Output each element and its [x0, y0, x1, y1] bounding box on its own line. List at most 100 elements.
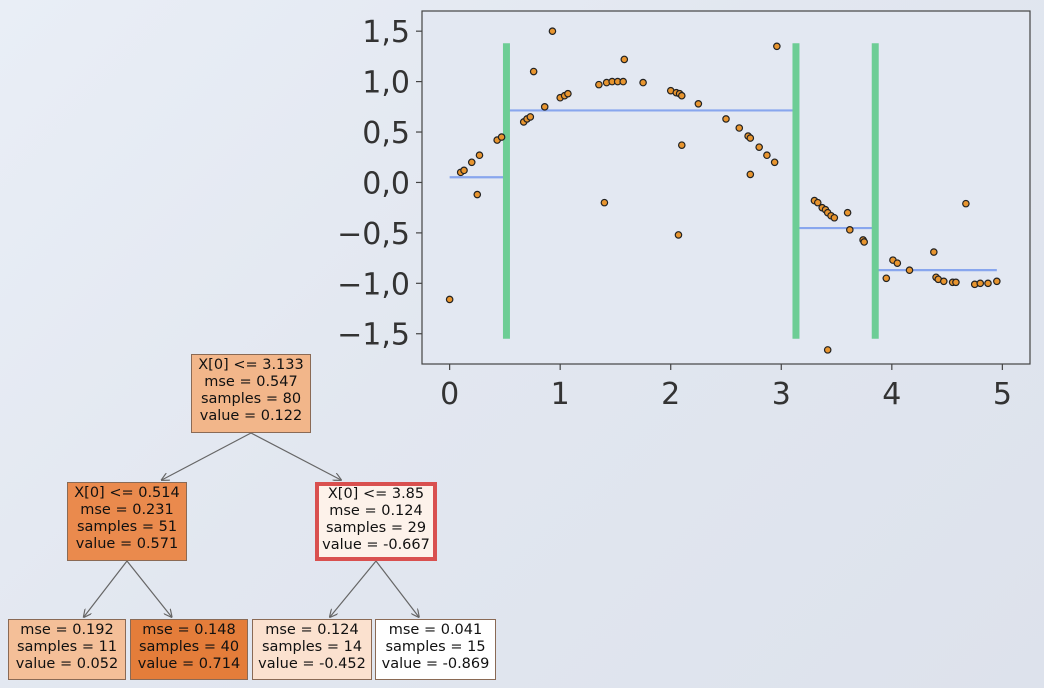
x-tick-label: 3 — [772, 377, 791, 412]
data-point — [497, 133, 506, 141]
data-point — [813, 198, 822, 207]
data-point — [905, 266, 914, 275]
data-point — [823, 346, 832, 354]
data-point — [830, 213, 839, 222]
data-point — [993, 277, 1001, 286]
data-point — [930, 248, 938, 256]
plot-area-background — [421, 10, 1031, 365]
y-tick-label: −0,5 — [337, 217, 410, 252]
data-point — [893, 259, 902, 267]
data-point — [976, 279, 985, 288]
split-lines — [502, 43, 879, 339]
tree-node-left: X[0] <= 0.514 mse = 0.231 samples = 51 valu… — [67, 482, 187, 561]
tree-node-right: X[0] <= 3.85 mse = 0.124 samples = 29 value… — [315, 482, 437, 561]
tree-node-line: samples = 14 — [261, 639, 363, 655]
tree-node-rl: mse = 0.124 samples = 14 value = -0.452 — [252, 619, 372, 680]
tree-node-line: samples = 80 — [200, 391, 302, 407]
data-point — [746, 134, 755, 142]
tree-edge — [162, 432, 252, 480]
y-axis: 1,5 1,0 0,5 0,0 −0,5 −1,0 −1,5 — [337, 15, 422, 353]
x-tick-label: 1 — [551, 377, 570, 412]
y-tick-label: 0,0 — [362, 166, 410, 201]
tree-node-line: X[0] <= 0.514 — [74, 485, 180, 501]
data-point — [984, 279, 992, 288]
tree-edge — [84, 560, 128, 617]
tree-node-line: X[0] <= 3.133 — [198, 357, 304, 373]
tree-edge — [126, 560, 172, 617]
data-point — [445, 295, 454, 304]
prediction-lines — [449, 109, 997, 272]
data-point — [619, 77, 627, 86]
tree-node-line: samples = 15 — [385, 639, 486, 655]
data-point — [674, 231, 683, 239]
data-point — [735, 124, 744, 132]
data-point — [564, 89, 572, 98]
y-tick-label: −1,0 — [337, 267, 410, 302]
x-axis: 0 1 2 3 4 5 — [440, 364, 1012, 412]
data-point — [846, 226, 854, 234]
y-tick-label: 1,0 — [362, 66, 410, 101]
x-tick-label: 0 — [440, 377, 459, 412]
data-points — [445, 27, 1001, 354]
tree-node-line: samples = 51 — [76, 519, 178, 535]
tree-node-line: value = 0.052 — [15, 656, 119, 672]
tree-node-rr: mse = 0.041 samples = 15 value = -0.869 — [375, 619, 496, 680]
data-point — [746, 170, 755, 179]
tree-node-ll: mse = 0.192 samples = 11 value = 0.052 — [8, 619, 126, 680]
tree-node-line: value = 0.714 — [137, 656, 241, 672]
data-point — [882, 274, 891, 283]
tree-node-root: X[0] <= 3.133 mse = 0.547 samples = 80 valu… — [191, 354, 311, 433]
x-tick-label: 5 — [993, 377, 1012, 412]
data-point — [773, 42, 781, 51]
data-point — [962, 199, 970, 208]
y-tick-label: 0,5 — [362, 116, 410, 151]
data-point — [843, 208, 852, 217]
tree-node-line: value = 0.122 — [199, 408, 303, 424]
data-point — [677, 91, 686, 100]
tree-node-line: samples = 29 — [325, 520, 427, 536]
data-point — [540, 103, 549, 111]
tree-node-line: mse = 0.124 — [329, 503, 423, 519]
data-point — [677, 141, 686, 149]
x-tick-label: 4 — [882, 377, 901, 412]
y-tick-label: −1,5 — [337, 318, 410, 353]
data-point — [860, 238, 868, 246]
data-point — [595, 80, 603, 89]
data-point — [600, 198, 609, 207]
tree-node-line: samples = 11 — [16, 639, 118, 655]
tree-edge — [330, 560, 377, 617]
tree-node-line: X[0] <= 3.85 — [327, 486, 425, 502]
tree-node-line: value = -0.667 — [322, 537, 430, 553]
tree-node-line: value = 0.571 — [75, 536, 179, 552]
data-point — [473, 190, 482, 199]
data-point — [939, 277, 948, 286]
tree-node-line: mse = 0.547 — [204, 374, 298, 390]
data-point — [620, 55, 629, 64]
tree-node-lr: mse = 0.148 samples = 40 value = 0.714 — [130, 619, 248, 680]
tree-node-line: mse = 0.124 — [265, 622, 359, 638]
tree-node-line: mse = 0.231 — [80, 502, 174, 518]
data-point — [475, 151, 484, 160]
data-point — [467, 158, 476, 167]
tree-node-line: mse = 0.041 — [388, 622, 483, 638]
data-point — [526, 113, 535, 121]
tree-node-line: value = -0.452 — [258, 656, 366, 672]
tree-node-line: samples = 40 — [138, 639, 240, 655]
data-point — [755, 143, 763, 151]
data-point — [694, 99, 703, 108]
y-tick-label: 1,5 — [362, 15, 410, 50]
data-point — [529, 67, 538, 76]
tree-node-line: mse = 0.192 — [20, 622, 114, 638]
tree-edge — [250, 432, 341, 480]
data-point — [548, 27, 557, 35]
data-point — [952, 278, 960, 287]
tree-node-line: mse = 0.148 — [142, 622, 236, 638]
tree-edge — [375, 560, 419, 617]
tree-node-line: value = -0.869 — [381, 656, 490, 672]
data-point — [460, 166, 468, 175]
data-point — [639, 78, 647, 87]
data-point — [763, 151, 771, 160]
data-point — [770, 158, 779, 167]
